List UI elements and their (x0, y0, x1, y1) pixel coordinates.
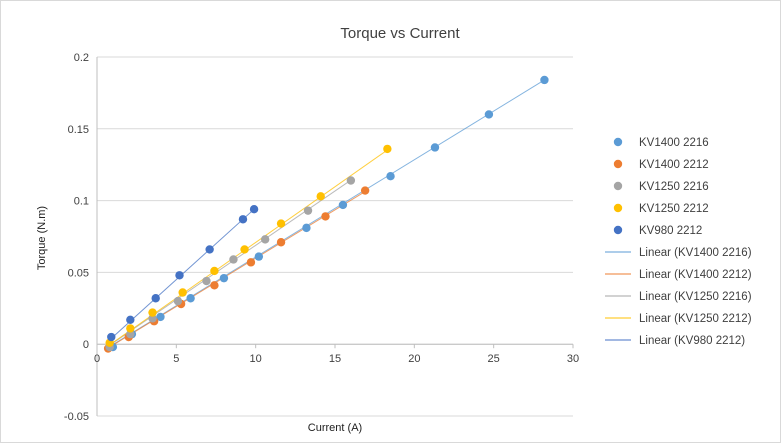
data-point (260, 235, 270, 244)
x-tick-label: 25 (488, 353, 500, 365)
y-tick-label: 0.2 (74, 52, 89, 64)
y-axis-title: Torque (N.m) (36, 206, 48, 270)
y-tick-label: 0.05 (68, 267, 89, 279)
data-point (316, 192, 325, 201)
data-point (321, 212, 330, 221)
data-point (126, 324, 135, 333)
x-tick-label: 20 (408, 353, 420, 365)
data-point (276, 238, 286, 247)
data-point (238, 215, 248, 224)
legend-label: KV980 2212 (639, 225, 702, 237)
trendline (104, 178, 353, 349)
data-point (148, 308, 157, 317)
x-tick-label: 10 (250, 353, 262, 365)
data-point (126, 329, 135, 339)
data-point (210, 266, 219, 276)
legend-marker (613, 137, 623, 147)
data-point (246, 258, 256, 267)
legend-trend-label: Linear (KV980 2212) (639, 335, 745, 347)
data-points (103, 75, 549, 353)
legend-marker (613, 181, 623, 191)
data-point (276, 219, 286, 228)
legend-marker (613, 159, 623, 169)
data-point (186, 294, 195, 303)
data-point (175, 271, 184, 280)
y-tick-label: 0 (83, 339, 89, 351)
axes: -0.05 0 0.05 0.1 0.15 0.2 0 5 10 15 20 25 30 (64, 52, 579, 423)
data-point (484, 110, 494, 119)
chart-title: Torque vs Current (340, 25, 460, 42)
data-point (338, 200, 348, 210)
x-tick-label: 0 (94, 353, 100, 365)
data-point (540, 75, 549, 85)
data-point (148, 314, 157, 323)
x-tick-label: 5 (173, 353, 179, 365)
legend-trend-label: Linear (KV1250 2216) (639, 291, 752, 303)
x-tick-label: 30 (567, 353, 579, 365)
legend-label: KV1400 2216 (639, 137, 709, 149)
data-point (386, 171, 395, 181)
data-point (210, 281, 219, 290)
data-point (107, 332, 116, 342)
data-point (302, 223, 311, 233)
legend: KV1400 2216 KV1400 2212 KV1250 2216 KV1250 … (605, 137, 752, 347)
data-point (178, 288, 187, 297)
data-point (219, 273, 229, 283)
x-axis-title: Current (A) (308, 422, 362, 434)
data-point (229, 255, 238, 264)
legend-trend-label: Linear (KV1400 2212) (639, 269, 752, 281)
data-point (173, 296, 183, 306)
legend-trend-label: Linear (KV1400 2216) (639, 247, 752, 259)
data-point (156, 312, 165, 322)
data-point (151, 294, 160, 303)
data-point (205, 245, 214, 254)
data-point (254, 252, 264, 261)
data-point (346, 176, 356, 185)
data-point (240, 245, 249, 254)
data-point (360, 186, 370, 195)
data-point (383, 144, 392, 154)
legend-trend-label: Linear (KV1250 2212) (639, 313, 752, 325)
data-point (249, 205, 259, 214)
data-point (430, 143, 440, 152)
data-point (202, 276, 211, 286)
legend-marker (613, 203, 623, 213)
legend-label: KV1250 2212 (639, 203, 709, 215)
legend-marker (613, 225, 623, 235)
data-point (126, 315, 135, 324)
y-tick-label: 0.1 (74, 196, 89, 208)
legend-label: KV1400 2212 (639, 159, 709, 171)
y-tick-label: 0.15 (68, 124, 89, 136)
y-tick-label: -0.05 (64, 411, 89, 423)
legend-label: KV1250 2216 (639, 181, 709, 193)
x-tick-label: 15 (329, 353, 341, 365)
data-point (303, 206, 313, 215)
